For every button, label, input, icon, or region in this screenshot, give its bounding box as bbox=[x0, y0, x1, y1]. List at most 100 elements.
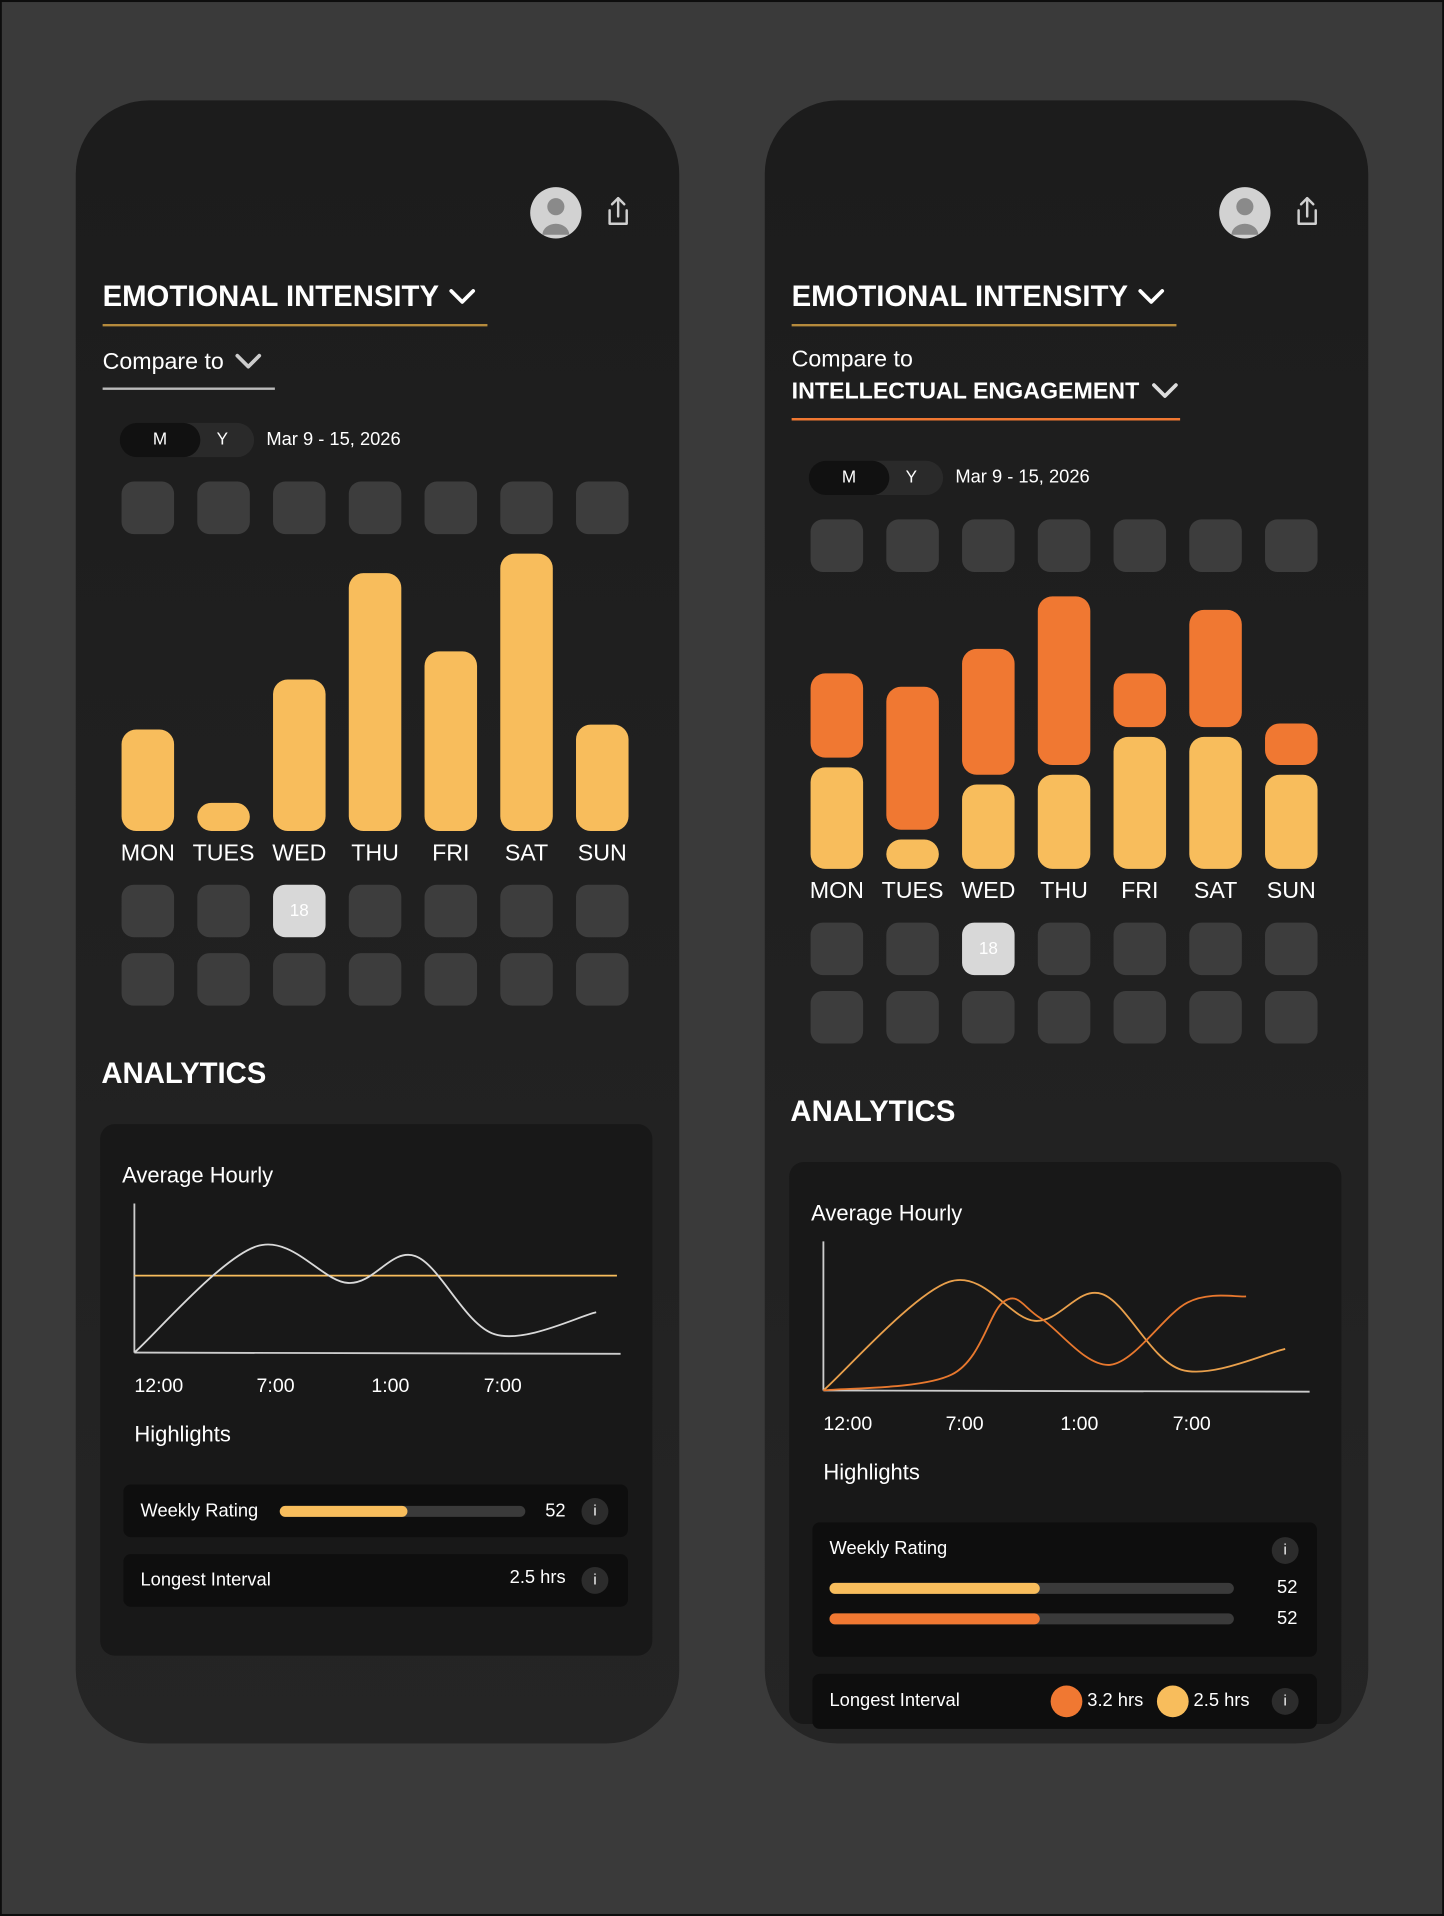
day-cell[interactable] bbox=[500, 953, 553, 1006]
day-cell[interactable] bbox=[121, 481, 175, 535]
metric-title[interactable]: EMOTIONAL INTENSITY bbox=[792, 280, 1129, 313]
share-icon[interactable] bbox=[608, 196, 628, 226]
compare-value[interactable]: INTELLECTUAL ENGAGEMENT bbox=[792, 377, 1140, 403]
x-tick-label: 12:00 bbox=[823, 1413, 872, 1435]
day-label: SUN bbox=[1267, 877, 1316, 903]
rating-value: 52 bbox=[1277, 1576, 1297, 1597]
day-cell[interactable] bbox=[121, 884, 175, 938]
day-cell[interactable] bbox=[810, 922, 864, 976]
day-cell[interactable] bbox=[500, 884, 553, 938]
info-button[interactable] bbox=[581, 1566, 609, 1594]
day-cell[interactable] bbox=[576, 953, 629, 1006]
bar-segment bbox=[1265, 774, 1318, 869]
compare-label[interactable]: Compare to bbox=[103, 348, 224, 374]
day-cell[interactable] bbox=[1265, 990, 1318, 1044]
info-icon: i bbox=[593, 1503, 596, 1519]
info-icon: i bbox=[1284, 1693, 1287, 1709]
day-cell[interactable] bbox=[1265, 922, 1318, 976]
bar-segment bbox=[1037, 774, 1091, 869]
toggle-option[interactable]: Y bbox=[217, 430, 229, 449]
day-label: WED bbox=[961, 877, 1015, 903]
day-cell[interactable] bbox=[1113, 922, 1167, 976]
day-cell-today[interactable] bbox=[273, 884, 326, 938]
day-label: FRI bbox=[432, 839, 469, 865]
day-label: THU bbox=[1040, 877, 1088, 903]
day-cell[interactable] bbox=[1037, 990, 1091, 1044]
compare-chevron[interactable] bbox=[235, 353, 262, 369]
interval-value: 2.5 hrs bbox=[1194, 1689, 1250, 1710]
day-cell[interactable] bbox=[576, 884, 629, 938]
day-cell[interactable] bbox=[886, 519, 939, 572]
toggle-option[interactable]: M bbox=[153, 430, 167, 449]
avatar-body bbox=[542, 223, 570, 235]
x-tick-label: 1:00 bbox=[371, 1375, 409, 1397]
day-cell[interactable] bbox=[197, 953, 250, 1006]
day-cell[interactable] bbox=[197, 884, 250, 938]
day-cell[interactable] bbox=[810, 519, 864, 572]
day-cell[interactable] bbox=[1037, 922, 1091, 976]
day-cell[interactable] bbox=[121, 953, 175, 1006]
day-cell[interactable] bbox=[962, 519, 1015, 572]
day-cell[interactable] bbox=[1189, 922, 1242, 976]
x-tick-label: 7:00 bbox=[484, 1375, 522, 1397]
highlights-title: Highlights bbox=[134, 1421, 230, 1446]
day-cell[interactable] bbox=[348, 953, 402, 1006]
highlight-label: Longest Interval bbox=[140, 1568, 270, 1589]
compare-chevron[interactable] bbox=[1152, 383, 1178, 398]
day-cell[interactable] bbox=[576, 481, 629, 535]
day-cell[interactable] bbox=[1113, 519, 1167, 572]
day-cell[interactable] bbox=[962, 990, 1015, 1044]
day-label: WED bbox=[272, 839, 326, 865]
date-range: Mar 9 - 15, 2026 bbox=[266, 428, 400, 449]
metric-title[interactable]: EMOTIONAL INTENSITY bbox=[103, 280, 440, 313]
x-tick-label: 7:00 bbox=[946, 1413, 984, 1435]
bar-segment bbox=[1189, 609, 1242, 728]
day-cell[interactable] bbox=[197, 481, 250, 535]
legend-dot bbox=[1156, 1685, 1189, 1718]
day-cell[interactable] bbox=[348, 884, 402, 938]
day-label: TUES bbox=[882, 877, 944, 903]
day-cell[interactable] bbox=[424, 481, 478, 535]
day-cell[interactable] bbox=[424, 953, 478, 1006]
day-cell[interactable] bbox=[810, 990, 864, 1044]
title-chevron[interactable] bbox=[449, 289, 476, 304]
day-cell[interactable] bbox=[273, 481, 326, 535]
highlight-row bbox=[123, 1554, 628, 1607]
legend-dot bbox=[1050, 1685, 1083, 1718]
day-cell[interactable] bbox=[1265, 519, 1318, 572]
bar-segment bbox=[197, 802, 250, 831]
section-title: ANALYTICS bbox=[101, 1057, 266, 1090]
today-date: 18 bbox=[290, 901, 309, 920]
section-title: ANALYTICS bbox=[790, 1095, 955, 1128]
info-button[interactable] bbox=[1271, 1687, 1299, 1715]
avatar-head bbox=[1236, 198, 1254, 216]
date-range: Mar 9 - 15, 2026 bbox=[955, 466, 1089, 487]
day-label: FRI bbox=[1121, 877, 1158, 903]
interval-value: 2.5 hrs bbox=[510, 1566, 566, 1587]
day-cell[interactable] bbox=[348, 481, 402, 535]
day-cell[interactable] bbox=[1189, 519, 1242, 572]
day-cell[interactable] bbox=[886, 922, 939, 976]
day-cell[interactable] bbox=[424, 884, 478, 938]
day-cell[interactable] bbox=[1037, 519, 1091, 572]
day-cell[interactable] bbox=[1189, 990, 1242, 1044]
day-label: THU bbox=[351, 839, 399, 865]
toggle-option[interactable]: M bbox=[842, 467, 856, 486]
day-cell[interactable] bbox=[500, 481, 553, 535]
day-cell[interactable] bbox=[1113, 990, 1167, 1044]
toggle-option[interactable]: Y bbox=[906, 467, 918, 486]
bar-segment bbox=[121, 729, 175, 831]
title-chevron[interactable] bbox=[1138, 289, 1165, 304]
day-cell-today[interactable] bbox=[962, 922, 1015, 976]
day-cell[interactable] bbox=[886, 990, 939, 1044]
info-button[interactable] bbox=[581, 1497, 609, 1525]
compare-label: Compare to bbox=[792, 346, 913, 372]
bar-segment bbox=[886, 686, 939, 830]
x-axis bbox=[823, 1389, 1310, 1393]
today-date: 18 bbox=[979, 939, 998, 958]
share-icon[interactable] bbox=[1297, 196, 1317, 226]
bar-segment bbox=[576, 724, 629, 831]
day-cell[interactable] bbox=[273, 953, 326, 1006]
info-button[interactable] bbox=[1271, 1537, 1299, 1564]
